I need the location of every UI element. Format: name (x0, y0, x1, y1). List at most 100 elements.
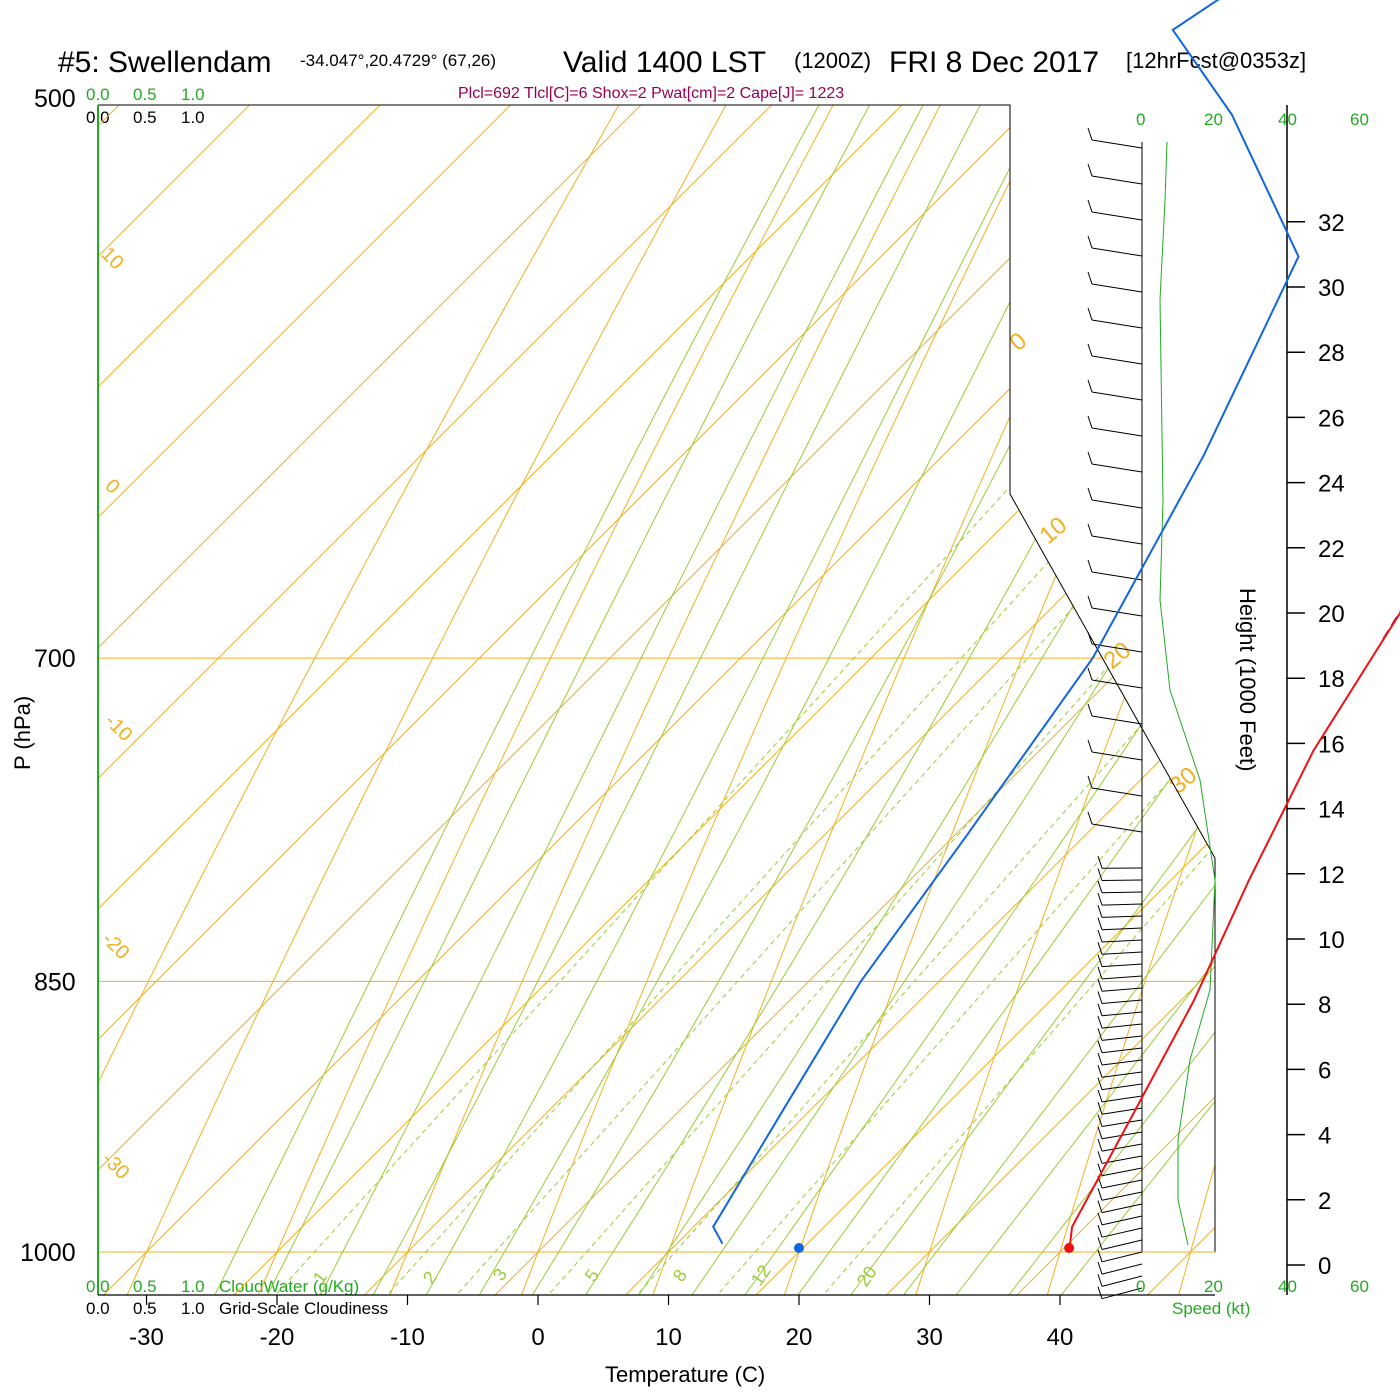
wind-barb (1101, 903, 1143, 906)
dry-adiabat (1147, 105, 1215, 1295)
wind-barb-flag (1087, 199, 1093, 213)
isotherm-label: -10 (100, 710, 136, 746)
wind-barb (1101, 1287, 1143, 1300)
forecast-info: [12hrFcst@0353z] (1126, 48, 1306, 73)
wind-barb-flag (1087, 307, 1093, 321)
height-label: 24 (1318, 471, 1345, 498)
wind-barb (1091, 751, 1143, 761)
wind-barb-flag (1097, 929, 1103, 943)
wind-barb-flag (1087, 487, 1093, 501)
wind-barb (1101, 1275, 1143, 1287)
moist-adiabat (404, 105, 1215, 1295)
pressure-label-850: 850 (34, 968, 76, 996)
pressure-label-700: 700 (34, 645, 76, 673)
height-axis-label: Height (1000 Feet) (1235, 588, 1260, 771)
dry-adiabat (343, 105, 1215, 1295)
wind-barb (1101, 927, 1143, 931)
height-label: 6 (1318, 1057, 1331, 1084)
wind-barb (1101, 1047, 1143, 1054)
dry-adiabat (98, 105, 1215, 1295)
wind-barb-flag (1087, 595, 1093, 609)
wind-barb (1101, 1011, 1143, 1017)
wind-barb (1101, 1227, 1143, 1238)
y-axis-label: P (hPa) (10, 696, 35, 770)
isotherm-label-right: 20 (1099, 637, 1137, 675)
wind-barb (1101, 975, 1143, 980)
wind-barb (1091, 175, 1143, 185)
height-label: 12 (1318, 862, 1345, 889)
wind-barb (1101, 1167, 1143, 1177)
speed-bot-60: 60 (1350, 1277, 1369, 1296)
wind-barb-flag (1097, 892, 1103, 906)
valid-date: FRI 8 Dec 2017 (889, 46, 1099, 79)
cw-top-1: 0.5 (133, 85, 157, 104)
plot-frame-top (98, 104, 1216, 859)
wind-barb (1101, 1191, 1143, 1201)
isotherm (117, 105, 1215, 1295)
wind-barb-flag (1087, 235, 1093, 249)
wind-barb (1091, 319, 1143, 329)
wind-barb-flag (1097, 1065, 1103, 1078)
wind-barb (1101, 1155, 1143, 1164)
wind-barb-flag (1087, 739, 1093, 753)
height-label: 18 (1318, 666, 1345, 693)
wind-barb-flag (1087, 163, 1093, 177)
wind-barb-flag (1087, 127, 1093, 141)
moist-adiabat (717, 105, 1215, 1295)
wind-barb-flag (1097, 1261, 1103, 1275)
x-tick-label: 10 (655, 1324, 682, 1351)
x-tick-label: -10 (390, 1324, 425, 1351)
wind-barb-flag (1097, 1237, 1103, 1250)
wind-barb (1101, 1203, 1143, 1214)
wind-barb-flag (1097, 1126, 1103, 1139)
speed-bot-20: 20 (1204, 1277, 1223, 1296)
temperature-ticks: -30 -20 -10 0 10 20 30 40 (129, 1295, 1073, 1351)
parcel-indices: Plcl=692 Tlcl[C]=6 Shox=2 Pwat[cm]=2 Cap… (458, 85, 844, 102)
height-label: 10 (1318, 927, 1345, 954)
wind-barb-flag (1097, 1015, 1103, 1029)
wind-barb (1101, 939, 1143, 943)
wind-barb (1101, 1239, 1143, 1250)
wind-barb-flag (1097, 880, 1103, 893)
pressure-label-500: 500 (34, 85, 76, 113)
height-label: 30 (1318, 275, 1345, 302)
x-tick-label: 30 (916, 1324, 943, 1351)
speed-top-0: 0 (1136, 110, 1145, 129)
height-label: 26 (1318, 405, 1345, 432)
cl-bot-0: 0.0 (86, 1299, 110, 1318)
mixing-label: 5 (581, 1266, 603, 1286)
wind-barb-flag (1097, 1028, 1103, 1041)
wind-barb-flag (1097, 1151, 1103, 1164)
mixing-ratio-line (683, 105, 1215, 1295)
wind-barb-flag (1087, 775, 1093, 789)
wind-barb-flag (1097, 954, 1103, 967)
height-label: 20 (1318, 601, 1345, 628)
mixing-label: 2 (419, 1268, 441, 1288)
dry-adiabat (1013, 105, 1215, 1295)
isotherm-label: -20 (97, 928, 133, 964)
pressure-label-1000: 1000 (20, 1239, 76, 1267)
wind-barb (1101, 1143, 1143, 1152)
cw-bot-1: 0.5 (133, 1277, 157, 1296)
wind-barb-flag (1087, 271, 1093, 285)
wind-barb (1101, 951, 1143, 955)
isotherm (378, 105, 1215, 1295)
cloudwater-label: CloudWater (g/Kg) (219, 1277, 359, 1296)
speed-label: Speed (kt) (1172, 1299, 1250, 1318)
x-tick-label: -20 (260, 1324, 295, 1351)
cl-top-1: 0.5 (133, 108, 157, 127)
wind-barb (1101, 987, 1143, 992)
moist-adiabat (874, 105, 1215, 1295)
wind-barb-flag (1097, 905, 1103, 918)
isotherm-label: 10 (96, 243, 127, 274)
wind-barb-flag (1087, 631, 1093, 645)
wind-barb-flag (1097, 1200, 1103, 1213)
isotherm (98, 105, 1215, 1295)
x-tick-label: 0 (531, 1324, 544, 1351)
wind-barb (1091, 427, 1143, 437)
x-tick-label: -30 (129, 1324, 164, 1351)
cl-top-2: 1.0 (181, 108, 205, 127)
